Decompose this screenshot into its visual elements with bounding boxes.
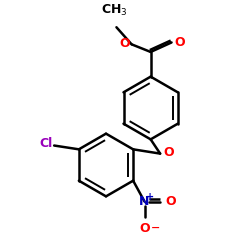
Text: O: O <box>139 222 150 235</box>
Text: +: + <box>146 192 154 202</box>
Text: CH$_3$: CH$_3$ <box>101 3 128 18</box>
Text: O: O <box>174 36 185 49</box>
Text: Cl: Cl <box>39 137 52 150</box>
Text: O: O <box>163 146 174 159</box>
Text: −: − <box>151 222 160 232</box>
Text: N: N <box>139 195 150 208</box>
Text: O: O <box>119 37 130 50</box>
Text: O: O <box>166 195 176 208</box>
